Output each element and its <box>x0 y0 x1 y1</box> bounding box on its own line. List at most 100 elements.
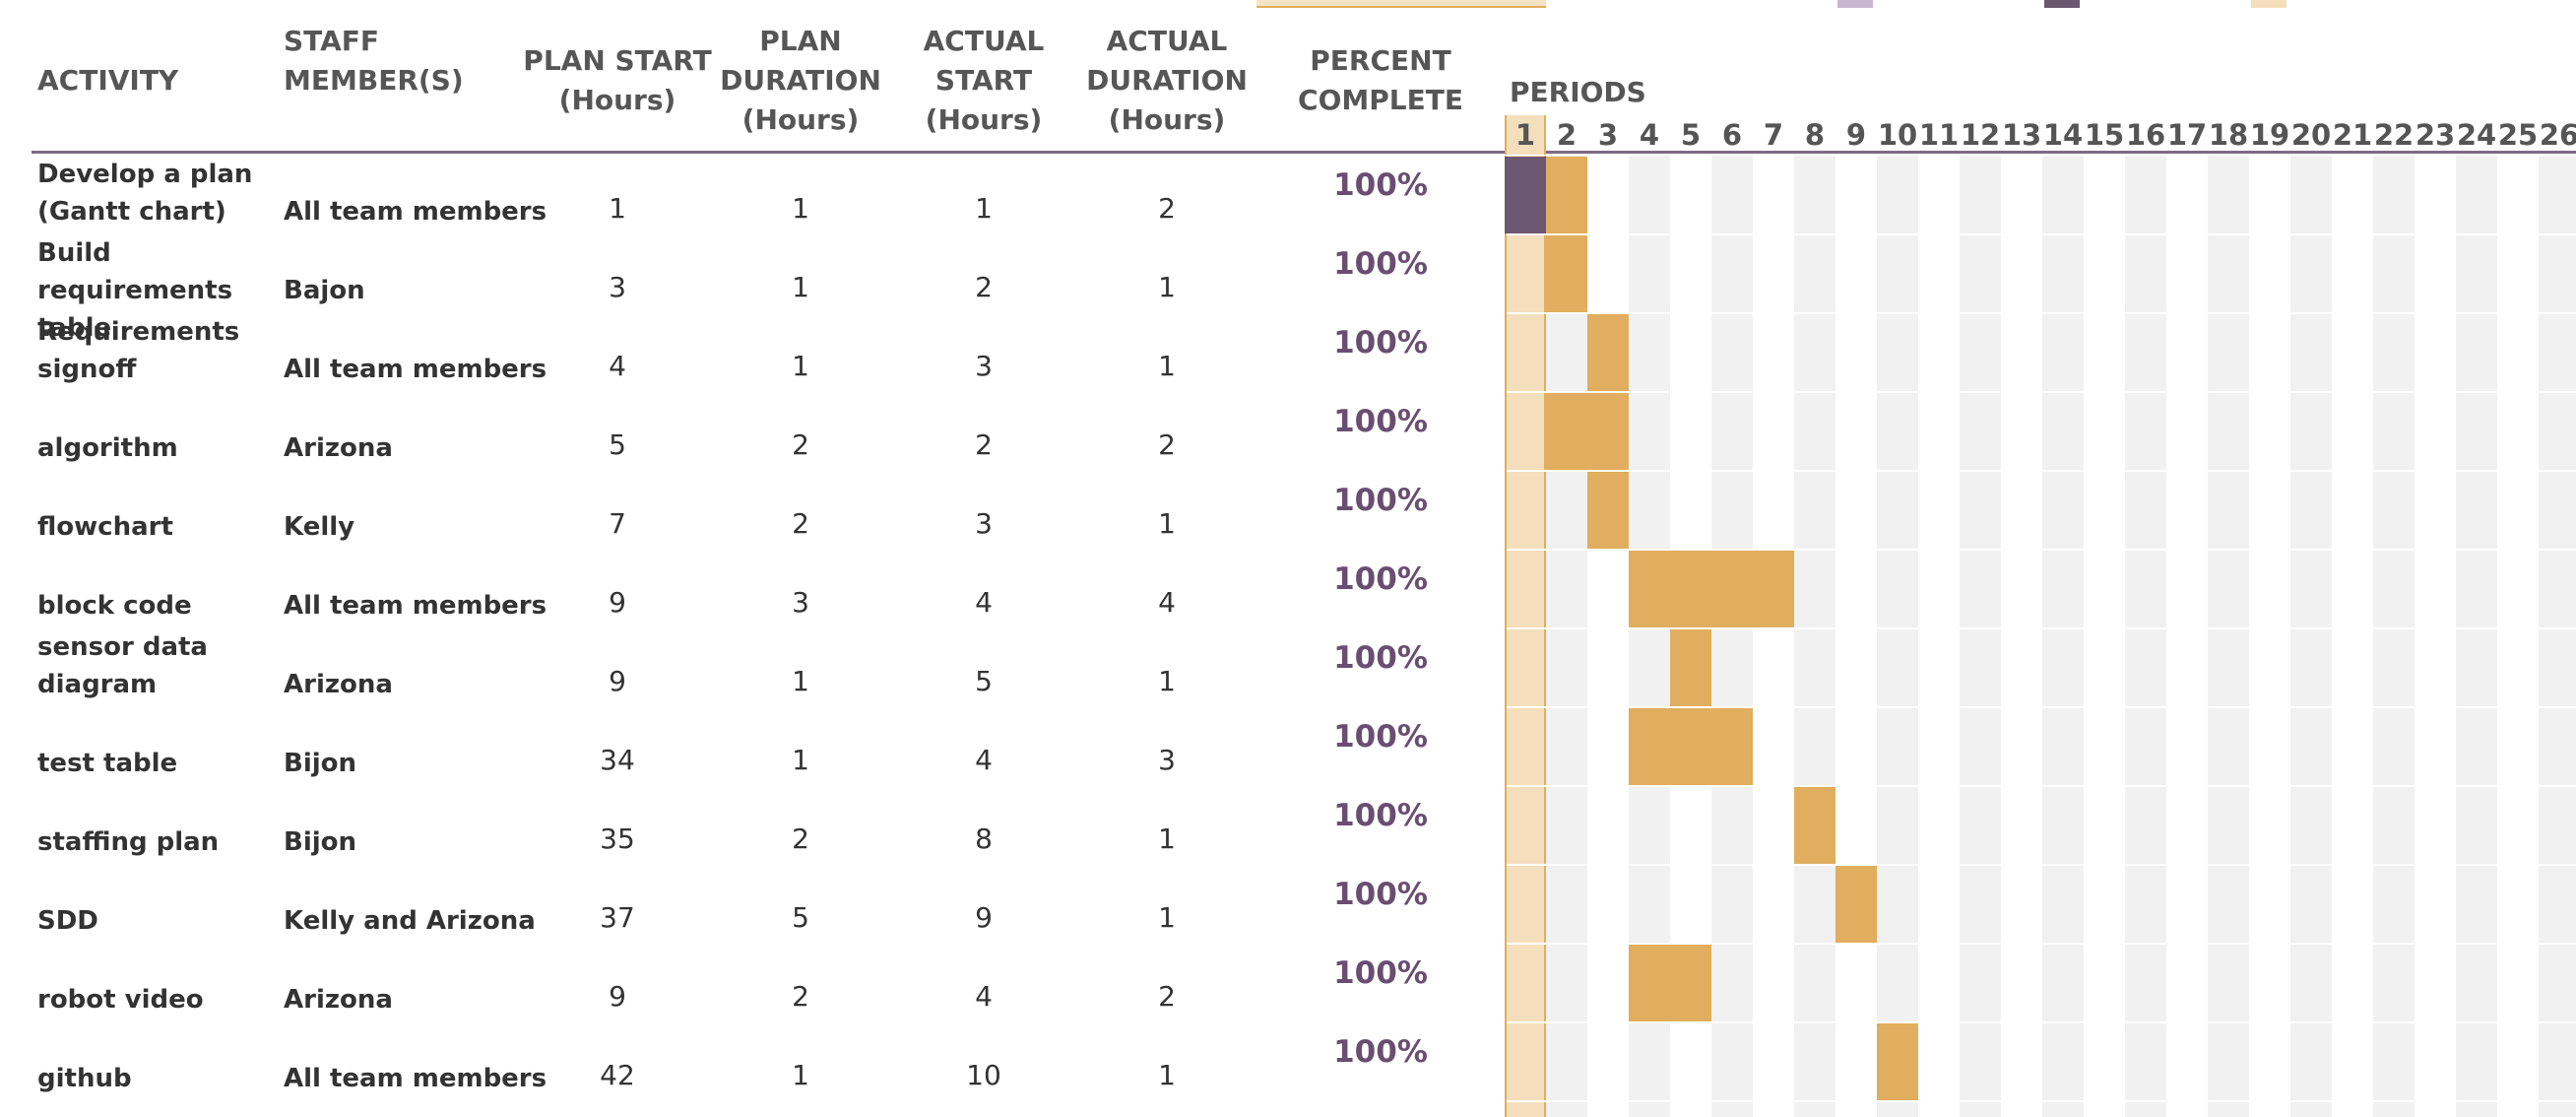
percent-complete: 100% <box>1333 404 1428 439</box>
row-separator <box>1507 312 2576 314</box>
period-label-16: 16 <box>2125 118 2166 152</box>
plan-start: 35 <box>600 822 635 855</box>
staff-member: Bijon <box>284 827 357 857</box>
period-label-14: 14 <box>2042 118 2084 152</box>
staff-member: Arizona <box>284 433 393 463</box>
percent-complete: 100% <box>1333 877 1428 912</box>
plan-start: 9 <box>609 586 626 619</box>
actual-start: 3 <box>975 507 993 540</box>
legend-swatch-plan <box>2044 0 2080 8</box>
table-row[interactable]: flowchart Kelly 7 2 3 1 100% <box>0 461 1497 542</box>
actual-start: 4 <box>975 744 993 776</box>
staff-member: All team members <box>284 591 547 621</box>
period-column-14 <box>2042 156 2084 1117</box>
actual-bar <box>1546 393 1629 470</box>
row-separator <box>1507 706 2576 708</box>
percent-complete: 100% <box>1333 640 1428 676</box>
actual-duration: 3 <box>1158 744 1176 776</box>
period-label-13: 13 <box>2001 118 2042 152</box>
plan-start: 1 <box>609 192 626 225</box>
activity-name: Requirements signoff <box>37 317 240 384</box>
table-row[interactable]: Build requirements table Bajon 3 1 2 1 100% <box>0 225 1497 343</box>
period-label-10: 10 <box>1877 118 1918 152</box>
actual-bar <box>1629 551 1794 627</box>
table-row[interactable]: algorithm Arizona 5 2 2 2 100% <box>0 382 1497 463</box>
actual-bar <box>1629 708 1753 785</box>
plan-duration: 5 <box>792 901 809 934</box>
period-column-19 <box>2249 156 2290 1117</box>
activity-name: algorithm <box>37 433 178 463</box>
actual-bar <box>1546 235 1587 312</box>
period-column-18 <box>2208 156 2249 1117</box>
actual-bar <box>1629 945 1711 1021</box>
row-separator <box>1507 391 2576 393</box>
period-column-6 <box>1711 156 1753 1117</box>
plan-start: 7 <box>609 507 626 540</box>
period-column-8 <box>1794 156 1835 1117</box>
activity-name: block code <box>37 591 192 621</box>
actual-bar <box>1587 472 1629 549</box>
staff-member: Bijon <box>284 749 357 778</box>
header-actual-duration: ACTUAL DURATION (Hours) <box>1086 25 1248 136</box>
staff-member: Arizona <box>284 670 393 699</box>
plan-duration: 1 <box>792 192 809 225</box>
plan-bar <box>1505 157 1546 233</box>
table-row[interactable]: robot video Arizona 9 2 4 2 100% <box>0 934 1497 1015</box>
period-column-11 <box>1918 156 1960 1117</box>
actual-start: 2 <box>975 428 993 461</box>
actual-duration: 2 <box>1158 980 1176 1013</box>
table-row[interactable]: sensor data diagram Arizona 9 1 5 1 100% <box>0 619 1497 699</box>
period-label-12: 12 <box>1960 118 2001 152</box>
percent-complete: 100% <box>1333 561 1428 597</box>
table-row[interactable]: block code All team members 9 3 4 4 100% <box>0 540 1497 621</box>
period-label-24: 24 <box>2456 118 2497 152</box>
actual-start: 9 <box>975 901 993 934</box>
table-row[interactable]: Develop a plan (Gantt chart) All team mem… <box>0 146 1497 227</box>
plan-duration: 2 <box>792 507 809 540</box>
plan-duration: 3 <box>792 586 809 619</box>
period-column-10 <box>1877 156 1918 1117</box>
staff-member: Kelly <box>284 512 355 542</box>
actual-bar <box>1835 866 1877 943</box>
table-row[interactable]: Requirements signoff All team members 4 1 3 1… <box>0 303 1497 384</box>
actual-duration: 1 <box>1158 901 1176 934</box>
period-column-22 <box>2373 156 2415 1117</box>
period-label-26: 26 <box>2539 118 2576 152</box>
period-label-22: 22 <box>2373 118 2415 152</box>
period-column-26 <box>2539 156 2576 1117</box>
period-label-8: 8 <box>1804 118 1826 152</box>
actual-bar <box>1877 1023 1918 1100</box>
staff-member: Arizona <box>284 985 393 1015</box>
top-selection-bar <box>1256 0 1546 8</box>
staff-member: Bajon <box>284 276 365 305</box>
period-column-20 <box>2290 156 2332 1117</box>
period-column-13 <box>2001 156 2042 1117</box>
actual-duration: 2 <box>1158 192 1176 225</box>
period-column-15 <box>2084 156 2125 1117</box>
activity-name: github <box>37 1064 132 1093</box>
table-row[interactable]: SDD Kelly and Arizona 37 5 9 1 100% <box>0 855 1497 936</box>
period-column-12 <box>1960 156 2001 1117</box>
period-label-5: 5 <box>1680 118 1702 152</box>
header-percent-complete: PERCENT COMPLETE <box>1298 44 1463 116</box>
period-column-1 <box>1505 156 1546 1117</box>
header-plan-start: PLAN START (Hours) <box>523 44 712 116</box>
percent-complete: 100% <box>1333 798 1428 833</box>
plan-start: 37 <box>600 901 635 934</box>
period-column-21 <box>2332 156 2373 1117</box>
period-label-25: 25 <box>2497 118 2539 152</box>
period-label-3: 3 <box>1597 118 1619 152</box>
actual-duration: 1 <box>1158 350 1176 382</box>
percent-complete: 100% <box>1333 719 1428 755</box>
period-label-7: 7 <box>1763 118 1784 152</box>
actual-start: 5 <box>975 665 993 697</box>
table-row[interactable]: staffing plan Bijon 35 2 8 1 100% <box>0 776 1497 857</box>
table-row[interactable]: test table Bijon 34 1 4 3 100% <box>0 697 1497 778</box>
period-label-11: 11 <box>1918 118 1960 152</box>
row-separator <box>1507 233 2576 235</box>
period-label-20: 20 <box>2290 118 2332 152</box>
table-row[interactable]: github All team members 42 1 10 1 100% <box>0 1013 1497 1093</box>
plan-start: 9 <box>609 980 626 1013</box>
period-label-17: 17 <box>2166 118 2208 152</box>
activity-name: sensor data diagram <box>37 632 208 699</box>
